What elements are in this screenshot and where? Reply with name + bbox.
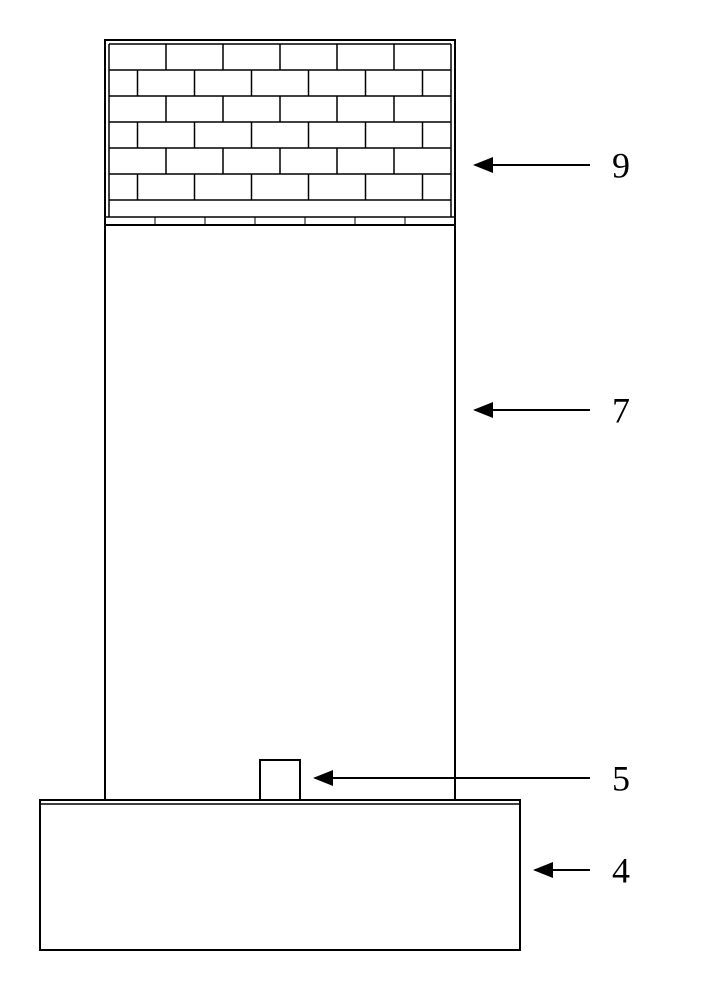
callouts-layer: 9 7 5 4 xyxy=(315,146,630,891)
brick-wall-pattern xyxy=(109,44,451,217)
callout-label: 9 xyxy=(612,146,630,186)
callout-label: 5 xyxy=(612,759,630,799)
shapes-layer xyxy=(40,40,520,950)
diagram-svg: 9 7 5 4 xyxy=(0,0,701,1000)
callout-label: 7 xyxy=(612,391,630,431)
callout-label: 4 xyxy=(612,851,630,891)
